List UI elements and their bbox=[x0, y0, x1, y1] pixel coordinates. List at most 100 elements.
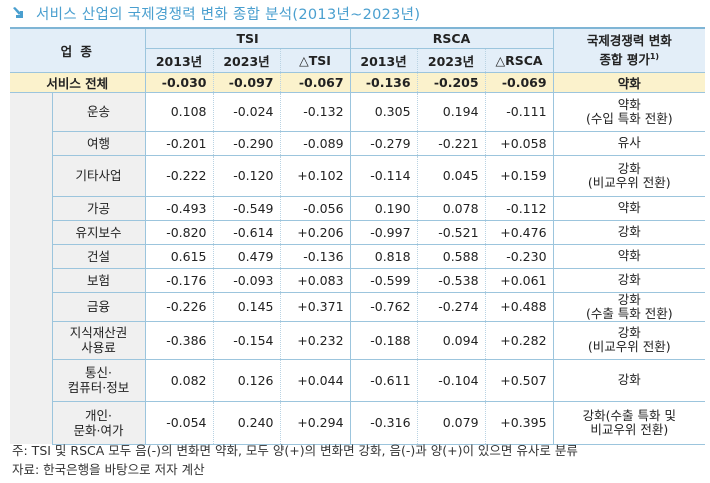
tsi-2023: 0.145 bbox=[213, 292, 281, 322]
tsi-2013: -0.176 bbox=[145, 268, 214, 293]
tsi-delta: +0.206 bbox=[280, 220, 351, 245]
tsi-delta: +0.083 bbox=[280, 268, 351, 293]
tsi-2023: 0.126 bbox=[213, 359, 281, 402]
sector-line1: 통신· bbox=[85, 365, 112, 380]
rsca-2013: -0.188 bbox=[350, 321, 418, 360]
rsca-2013: -0.762 bbox=[350, 292, 418, 322]
tsi-2013: 0.615 bbox=[145, 244, 214, 269]
table-row: 기타사업 -0.222 -0.120 +0.102 -0.114 0.045 +… bbox=[10, 155, 706, 197]
sector-line1: 개인· bbox=[85, 407, 112, 423]
rsca-delta: -0.230 bbox=[485, 244, 554, 269]
table-row: 지식재산권 사용료 -0.386 -0.154 +0.232 -0.188 0.0… bbox=[10, 321, 706, 360]
header-rsca-2013: 2013년 bbox=[350, 48, 418, 73]
tsi-2023: -0.024 bbox=[213, 92, 281, 132]
table-row: 개인· 문화·여가 -0.054 0.240 +0.294 -0.316 0.07… bbox=[10, 401, 706, 445]
rsca-2013: -0.316 bbox=[350, 401, 418, 445]
sector-name: 여행 bbox=[52, 131, 146, 156]
tsi-2023: -0.154 bbox=[213, 321, 281, 360]
sector-line1: 지식재산권 bbox=[69, 325, 128, 340]
rsca-delta: +0.061 bbox=[485, 268, 554, 293]
evaluation: 강화 bbox=[553, 359, 706, 402]
total-tsi-2013: -0.030 bbox=[145, 72, 214, 93]
rsca-2023: -0.538 bbox=[417, 268, 486, 293]
eval-line2: 비교우위 전환) bbox=[590, 421, 669, 437]
footnote-note: 주: TSI 및 RSCA 모두 음(-)의 변화면 약화, 모두 양(+)의 … bbox=[12, 443, 578, 458]
rsca-delta: +0.476 bbox=[485, 220, 554, 245]
header-evaluation: 국제경쟁력 변화 종합 평가1) bbox=[553, 27, 706, 73]
total-rsca-2023: -0.205 bbox=[417, 72, 486, 93]
evaluation: 강화 bbox=[553, 268, 706, 293]
tsi-2023: -0.549 bbox=[213, 196, 281, 221]
rsca-2023: 0.078 bbox=[417, 196, 486, 221]
header-rsca: RSCA bbox=[350, 27, 554, 49]
rsca-delta: -0.111 bbox=[485, 92, 554, 132]
evaluation: 강화 bbox=[553, 220, 706, 245]
eval-line1: 강화 bbox=[617, 224, 641, 239]
rsca-2023: 0.045 bbox=[417, 155, 486, 197]
eval-line2: (수입 특화 전환) bbox=[585, 110, 673, 126]
rsca-delta: +0.488 bbox=[485, 292, 554, 322]
eval-line1: 약화 bbox=[617, 248, 641, 263]
table-row: 보험 -0.176 -0.093 +0.083 -0.599 -0.538 +0… bbox=[10, 268, 706, 293]
header-row-1: 업 종 TSI RSCA 국제경쟁력 변화 종합 평가1) bbox=[10, 27, 706, 73]
rsca-2013: 0.305 bbox=[350, 92, 418, 132]
sector-line1: 건설 bbox=[87, 248, 111, 264]
rsca-2023: -0.274 bbox=[417, 292, 486, 322]
tsi-delta: -0.132 bbox=[280, 92, 351, 132]
rsca-2023: -0.104 bbox=[417, 359, 486, 402]
header-tsi: TSI bbox=[145, 27, 351, 49]
eval-line1: 강화 bbox=[617, 291, 641, 307]
table-row: 금융 -0.226 0.145 +0.371 -0.762 -0.274 +0.… bbox=[10, 291, 706, 322]
rsca-2013: -0.997 bbox=[350, 220, 418, 245]
evaluation: 유사 bbox=[553, 131, 706, 156]
total-tsi-2023: -0.097 bbox=[213, 72, 281, 93]
header-sector: 업 종 bbox=[10, 27, 146, 73]
total-row: 서비스 전체 -0.030 -0.097 -0.067 -0.136 -0.20… bbox=[10, 72, 706, 93]
arrow-down-right-icon bbox=[12, 6, 26, 20]
sector-name: 유지보수 bbox=[52, 220, 146, 245]
table-row: 유지보수 -0.820 -0.614 +0.206 -0.997 -0.521 … bbox=[10, 220, 706, 245]
rsca-2023: 0.194 bbox=[417, 92, 486, 132]
total-rsca-2013: -0.136 bbox=[350, 72, 418, 93]
rsca-delta: +0.058 bbox=[485, 131, 554, 156]
rsca-2023: 0.094 bbox=[417, 321, 486, 360]
rsca-delta: +0.282 bbox=[485, 321, 554, 360]
total-evaluation: 약화 bbox=[553, 72, 706, 93]
title-text: 서비스 산업의 국제경쟁력 변화 종합 분석(2013년~2023년) bbox=[36, 6, 421, 23]
tsi-2023: -0.614 bbox=[213, 220, 281, 245]
header-rsca-2023: 2023년 bbox=[417, 48, 486, 73]
table-row: 가공 -0.493 -0.549 -0.056 0.190 0.078 -0.1… bbox=[10, 196, 706, 221]
rsca-2023: 0.588 bbox=[417, 244, 486, 269]
evaluation: 강화 (비교우위 전환) bbox=[553, 155, 706, 197]
sector-name: 지식재산권 사용료 bbox=[52, 321, 146, 360]
sector-line1: 운송 bbox=[87, 104, 111, 119]
eval-line1: 강화 bbox=[617, 272, 641, 287]
table-row: 여행 -0.201 -0.290 -0.089 -0.279 -0.221 +0… bbox=[10, 131, 706, 156]
tsi-2013: -0.820 bbox=[145, 220, 214, 245]
sector-line2: 문화·여가 bbox=[73, 422, 124, 438]
tsi-delta: -0.089 bbox=[280, 131, 351, 156]
rsca-2013: -0.279 bbox=[350, 131, 418, 156]
sector-name: 운송 bbox=[52, 92, 146, 132]
tsi-2013: -0.493 bbox=[145, 196, 214, 221]
tsi-delta: +0.232 bbox=[280, 321, 351, 360]
evaluation: 약화 bbox=[553, 244, 706, 269]
eval-line2: (비교우위 전환) bbox=[587, 174, 671, 190]
tsi-delta: +0.371 bbox=[280, 292, 351, 322]
table-row: 건설 0.615 0.479 -0.136 0.818 0.588 -0.230… bbox=[10, 244, 706, 269]
eval-line2: (비교우위 전환) bbox=[587, 339, 671, 354]
sector-line1: 여행 bbox=[87, 135, 111, 151]
tsi-2023: -0.290 bbox=[213, 131, 281, 156]
header-tsi-2023: 2023년 bbox=[213, 48, 281, 73]
sector-name: 가공 bbox=[52, 196, 146, 221]
header-row-2: 2013년 2023년 △TSI 2013년 2023년 △RSCA bbox=[10, 48, 705, 73]
table-row: 통신· 컴퓨터·정보 0.082 0.126 +0.044 -0.611 -0.1… bbox=[10, 359, 706, 402]
tsi-2013: -0.386 bbox=[145, 321, 214, 360]
sector-line1: 가공 bbox=[87, 200, 111, 216]
sector-line1: 기타사업 bbox=[75, 168, 122, 183]
tsi-2023: 0.240 bbox=[213, 401, 281, 445]
rsca-2013: -0.611 bbox=[350, 359, 418, 402]
sector-line1: 유지보수 bbox=[75, 224, 122, 240]
sector-name: 금융 bbox=[52, 292, 146, 322]
total-tsi-delta: -0.067 bbox=[280, 72, 351, 93]
